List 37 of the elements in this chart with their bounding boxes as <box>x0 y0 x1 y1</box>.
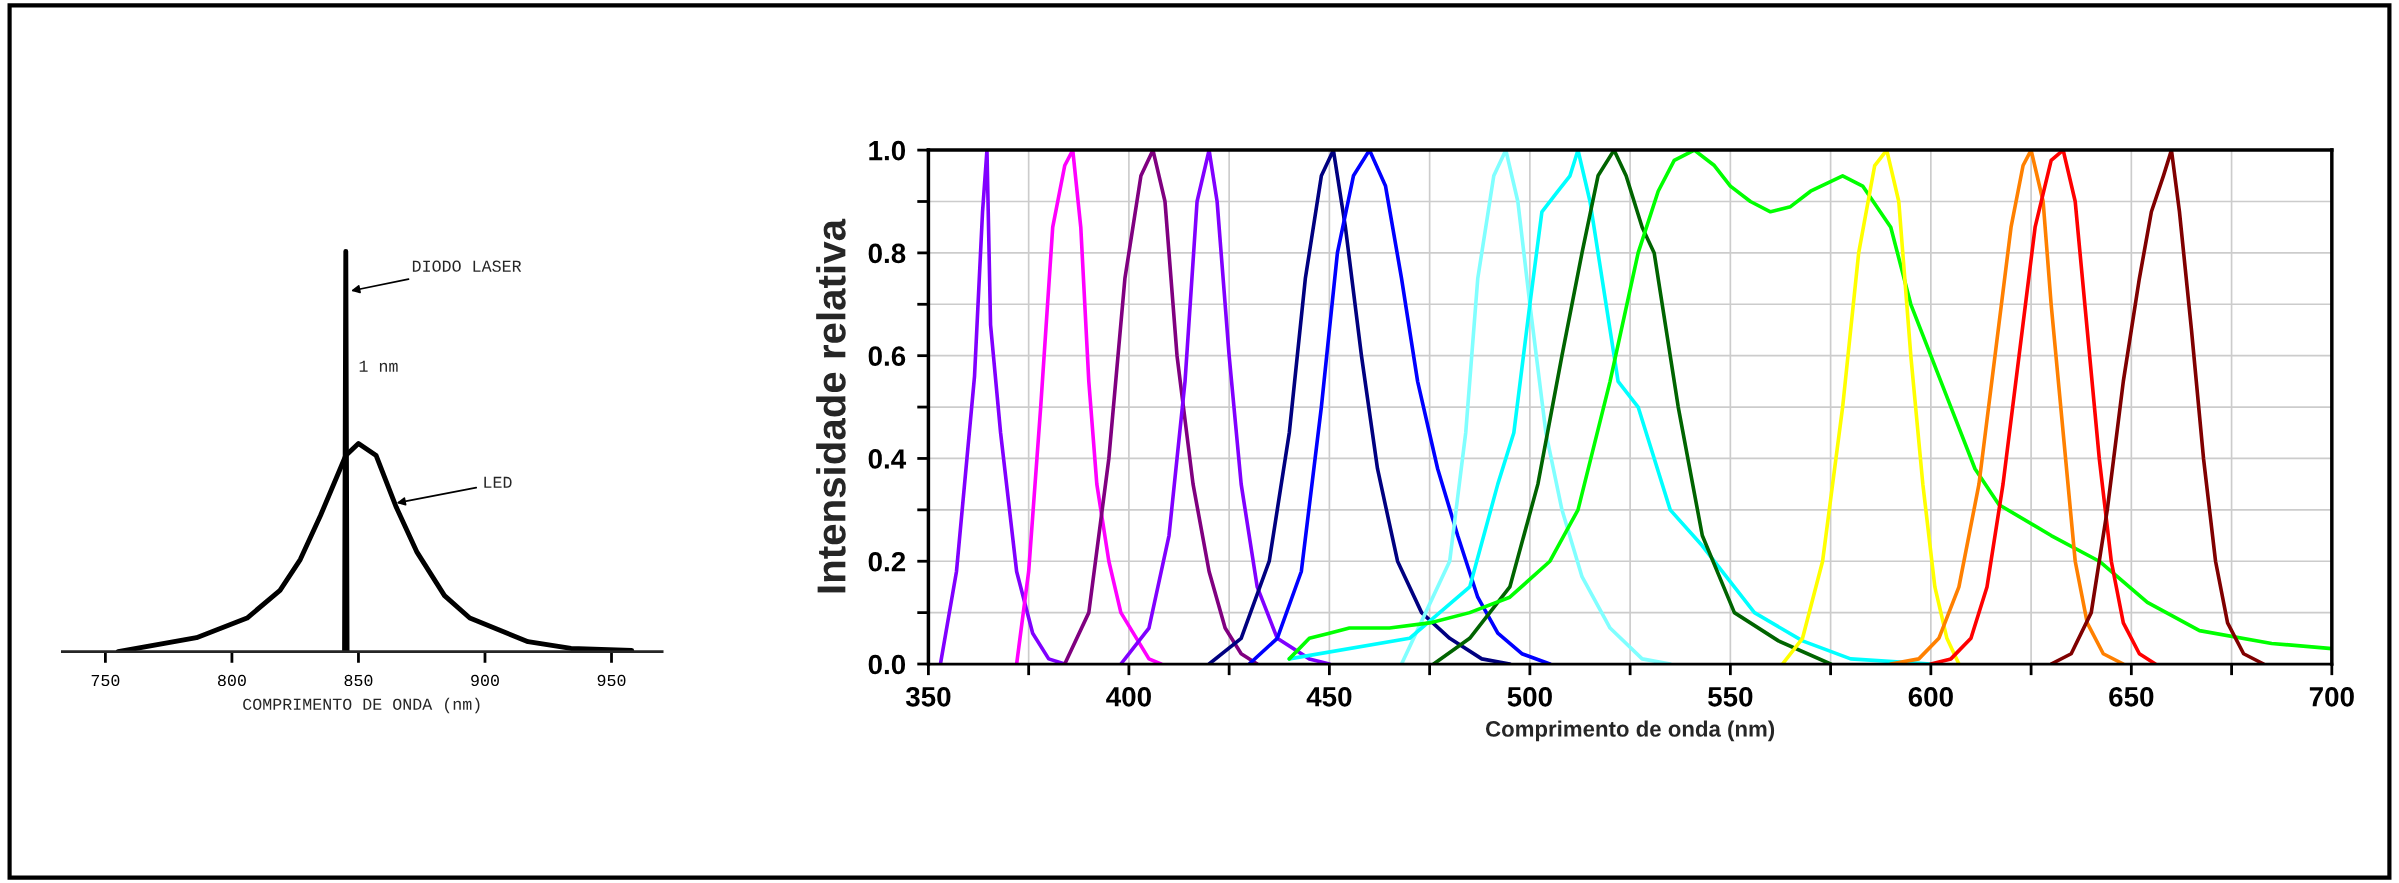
line-series <box>1929 150 2158 665</box>
y-axis-title: Intensidade relativa <box>816 218 846 593</box>
line-series <box>1062 150 1260 665</box>
x-axis-title: Comprimento de onda (nm) <box>1485 720 1775 742</box>
y-tick-label: 0.2 <box>868 551 906 572</box>
x-tick-label: 950 <box>597 674 626 687</box>
x-tick-label: 550 <box>1708 686 1753 707</box>
x-tick-label: 650 <box>2109 686 2154 707</box>
annotation: LED <box>484 476 512 488</box>
y-tick-label: 0.6 <box>868 346 906 367</box>
x-axis-title: COMPRIMENTO DE ONDA (nm) <box>243 697 480 714</box>
line-series <box>2049 150 2266 665</box>
x-tick-label: 700 <box>2309 686 2354 707</box>
line-series <box>1780 150 1961 665</box>
x-tick-label: 800 <box>218 674 246 687</box>
line-series <box>1247 150 1552 665</box>
line-series <box>1119 150 1332 665</box>
annotation: DIODO LASER <box>412 260 522 272</box>
y-tick-label: 0.0 <box>868 654 906 675</box>
y-tick-label: 0.8 <box>868 243 906 264</box>
y-tick-label: 1.0 <box>869 140 906 161</box>
line-series <box>1207 150 1512 665</box>
x-tick-label: 500 <box>1507 686 1552 707</box>
x-tick-label: 600 <box>1908 686 1953 707</box>
annotation: 1 nm <box>359 360 398 372</box>
x-tick-label: 750 <box>91 674 120 687</box>
y-tick-label: 0.4 <box>868 449 907 469</box>
x-tick-label: 450 <box>1306 686 1352 707</box>
line-series <box>1431 150 1833 665</box>
line-series <box>1287 150 2332 661</box>
line-series <box>1888 150 2126 665</box>
x-tick-label: 900 <box>471 674 499 687</box>
line-series <box>1399 150 1673 665</box>
x-tick-label: 400 <box>1106 686 1151 707</box>
x-tick-label: 850 <box>344 674 373 687</box>
line-series <box>1014 150 1163 665</box>
x-tick-label: 350 <box>905 686 951 707</box>
